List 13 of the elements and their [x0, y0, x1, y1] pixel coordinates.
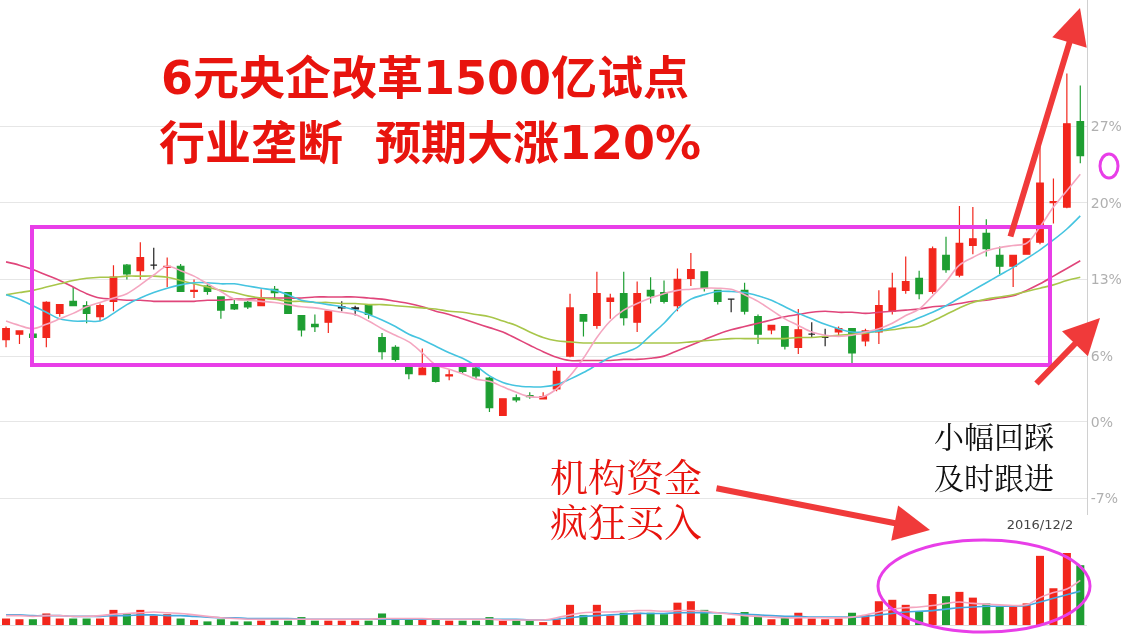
- annotation: 小幅回踩: [934, 420, 1054, 455]
- y-tick-label: 20%: [1090, 194, 1122, 211]
- annotation: 6元央企改革1500亿试点: [161, 51, 690, 105]
- annotation: 行业垄断 预期大涨120%: [159, 116, 702, 170]
- y-tick-label: 27%: [1090, 117, 1122, 134]
- y-tick-label: -7%: [1090, 490, 1119, 507]
- annotation: 疯狂买入: [550, 501, 703, 545]
- x-tick-label: 2016/12/2: [1006, 517, 1074, 532]
- annotation: 及时跟进: [934, 461, 1054, 496]
- annotation: 机构资金: [550, 456, 703, 500]
- y-tick-label: 6%: [1090, 348, 1114, 365]
- y-tick-label: 13%: [1090, 271, 1122, 288]
- y-tick-label: 0%: [1090, 413, 1114, 430]
